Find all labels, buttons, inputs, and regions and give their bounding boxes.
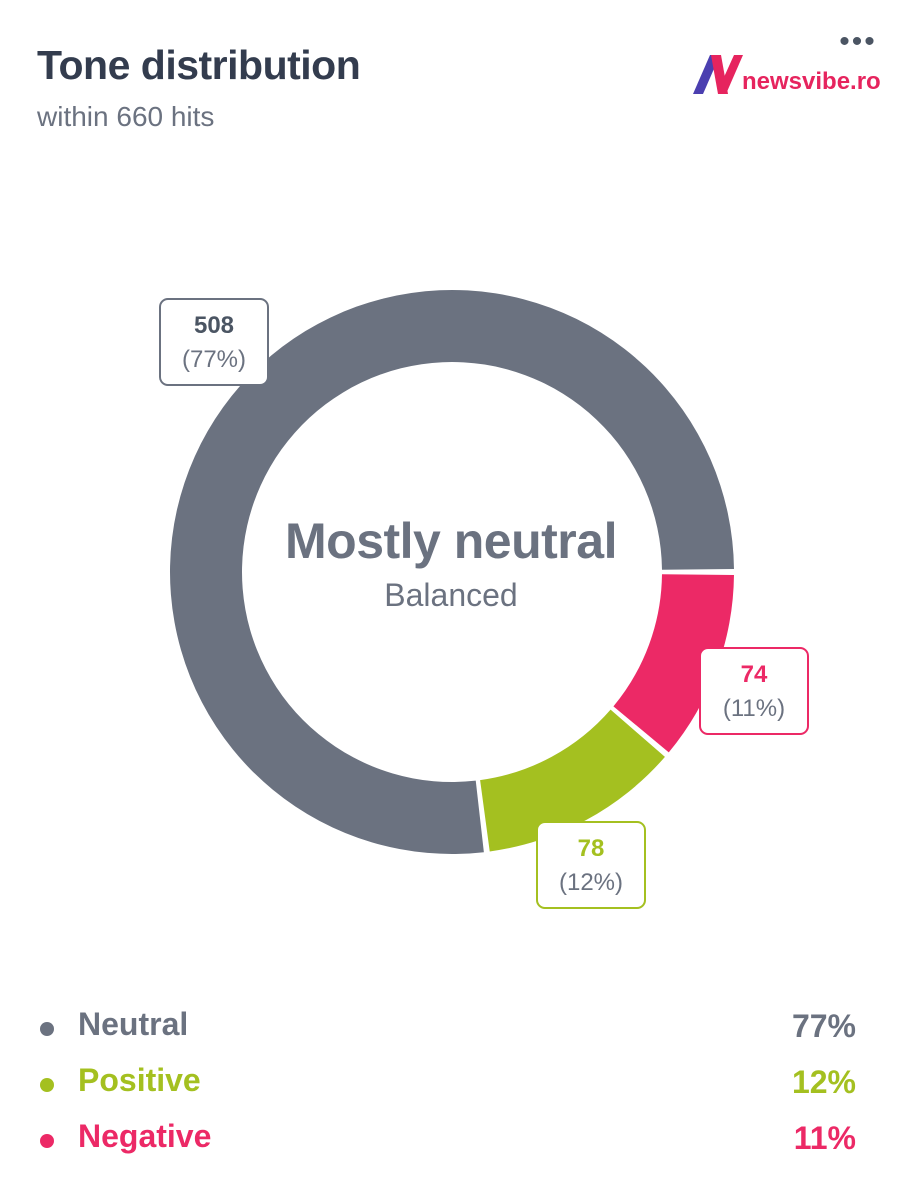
- data-label-positive-percent: (12%): [558, 869, 624, 896]
- legend: Neutral 77% Positive 12% Negative 11%: [36, 1000, 856, 1168]
- legend-dot-positive: [40, 1078, 54, 1092]
- legend-item-neutral[interactable]: Neutral 77%: [36, 1000, 856, 1056]
- data-label-neutral-percent: (77%): [181, 346, 247, 373]
- more-horizontal-icon: •••: [839, 25, 877, 58]
- data-label-positive-value: 78: [577, 835, 605, 862]
- legend-dot-negative: [40, 1134, 54, 1148]
- data-label-negative: 74 (11%): [699, 647, 809, 735]
- legend-value-positive: 12%: [791, 1064, 856, 1100]
- data-label-negative-value: 74: [740, 661, 768, 688]
- legend-dot-neutral: [40, 1022, 54, 1036]
- logo-text: newsvibe.ro: [742, 68, 881, 95]
- legend-label-neutral: Neutral: [78, 1006, 189, 1042]
- chart-subtitle: within 660 hits: [37, 101, 215, 132]
- more-options-button[interactable]: •••: [836, 27, 880, 57]
- legend-label-negative: Negative: [78, 1118, 212, 1154]
- newsvibe-logo-icon: [693, 55, 743, 94]
- donut-slice-positive[interactable]: [480, 709, 665, 852]
- donut-slice-negative[interactable]: [613, 574, 734, 753]
- chart-title: Tone distribution: [37, 42, 361, 88]
- legend-label-positive: Positive: [78, 1062, 201, 1098]
- data-label-positive: 78 (12%): [536, 821, 646, 909]
- data-label-neutral-value: 508: [193, 312, 235, 339]
- legend-value-negative: 11%: [793, 1120, 856, 1156]
- donut-chart: [169, 290, 734, 855]
- data-label-negative-percent: (11%): [722, 695, 786, 722]
- data-label-neutral: 508 (77%): [159, 298, 269, 386]
- legend-item-positive[interactable]: Positive 12%: [36, 1056, 856, 1112]
- legend-item-negative[interactable]: Negative 11%: [36, 1112, 856, 1168]
- center-subtitle: Balanced: [384, 577, 518, 613]
- center-title: Mostly neutral: [285, 513, 617, 569]
- legend-value-neutral: 77%: [791, 1008, 856, 1044]
